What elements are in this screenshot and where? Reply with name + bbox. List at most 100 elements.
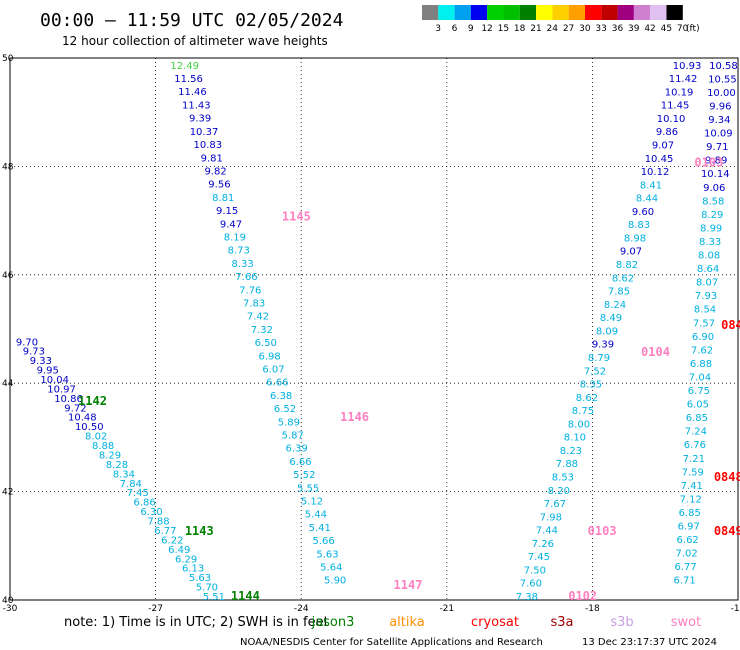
wave-height-point: 6.66 [289, 457, 311, 468]
color-swatch [536, 5, 553, 20]
wave-height-point: 6.76 [684, 440, 706, 451]
color-swatch [454, 5, 471, 20]
wave-height-point: 8.35 [580, 380, 602, 391]
color-swatch [633, 5, 651, 20]
wave-height-point: 7.88 [147, 517, 169, 528]
wave-height-point: 5.52 [293, 470, 315, 481]
color-swatch [617, 5, 634, 20]
x-tick-label: -27 [148, 604, 163, 614]
wave-height-point: 10.48 [68, 413, 97, 424]
wave-height-point: 5.63 [316, 549, 338, 560]
color-scale-label: 3 [435, 24, 441, 34]
color-scale-label: 6 [452, 24, 458, 34]
color-swatch [601, 5, 618, 20]
color-scale-label: 36 [612, 24, 624, 34]
wave-height-point: 6.77 [675, 562, 697, 573]
wave-height-point: 8.00 [568, 419, 590, 430]
color-scale-label: 45 [661, 24, 672, 34]
wave-height-point: 6.13 [182, 564, 204, 575]
wave-height-point: 10.00 [707, 88, 736, 99]
wave-height-point: 8.53 [552, 472, 574, 483]
pass-label: 1142 [78, 394, 107, 408]
wave-height-point: 9.70 [16, 337, 38, 348]
y-tick-label: 48 [2, 162, 14, 172]
wave-height-point: 8.08 [698, 251, 720, 262]
wave-height-point: 7.41 [681, 481, 703, 492]
footer-timestamp: 13 Dec 23:17:37 UTC 2024 [582, 637, 717, 648]
wave-height-point: 8.28 [106, 460, 128, 471]
wave-height-point: 11.43 [182, 100, 211, 111]
wave-height-point: 9.47 [220, 219, 242, 230]
wave-height-point: 6.52 [274, 404, 296, 415]
wave-height-point: 5.12 [301, 497, 323, 508]
wave-height-point: 8.49 [600, 313, 622, 324]
wave-height-point: 9.39 [592, 340, 614, 351]
pass-label: 0848 [714, 470, 740, 484]
satellite-legend: jason3 altika cryosat s3a s3b swot [311, 615, 702, 630]
y-tick-label: 40 [2, 596, 14, 606]
x-tick-label: -18 [585, 604, 600, 614]
wave-height-point: 6.90 [692, 332, 714, 343]
satellite-legend-item: jason3 [311, 615, 355, 630]
color-swatch [422, 5, 439, 20]
wave-height-point: 11.56 [174, 74, 203, 85]
x-tick-label: -21 [439, 604, 454, 614]
wave-height-point: 7.04 [689, 372, 711, 383]
wave-height-point: 11.46 [178, 87, 207, 98]
wave-height-point: 5.64 [320, 563, 342, 574]
wave-height-point: 6.85 [679, 508, 701, 519]
wave-height-point: 8.88 [92, 441, 114, 452]
wave-height-point: 5.41 [309, 523, 331, 534]
color-swatch [487, 5, 504, 20]
color-swatch [585, 5, 602, 20]
wave-height-point: 5.51 [203, 592, 225, 603]
satellite-legend-item: altika [389, 615, 425, 630]
color-scale-unit: (ft) [686, 24, 700, 34]
wave-height-point: 8.34 [113, 469, 135, 480]
grid-lines [10, 58, 738, 600]
wave-height-point: 5.44 [305, 510, 327, 521]
satellite-legend-item: s3b [610, 615, 633, 630]
wave-height-point: 8.24 [604, 300, 626, 311]
pass-label: 0848 [721, 318, 740, 332]
color-swatch [568, 5, 585, 20]
wave-height-point: 9.34 [708, 115, 730, 126]
chart-title: 00:00 — 11:59 UTC 02/05/2024 [40, 10, 343, 31]
wave-height-point: 8.79 [588, 353, 610, 364]
wave-height-point: 5.63 [189, 573, 211, 584]
pass-label: 1145 [282, 210, 311, 224]
plot-area: -30-27-24-21-18-15404244464850 9.709.739… [2, 54, 740, 614]
wave-height-point: 7.21 [683, 454, 705, 465]
wave-height-point: 10.12 [641, 167, 670, 178]
color-scale-label: 9 [468, 24, 474, 34]
wave-height-point: 8.83 [628, 220, 650, 231]
color-swatch [552, 5, 569, 20]
wave-height-point: 8.64 [697, 264, 719, 275]
wave-height-point: 9.82 [204, 166, 226, 177]
wave-height-point: 10.09 [704, 129, 733, 140]
wave-height-point: 7.98 [540, 512, 562, 523]
wave-height-point: 5.90 [324, 576, 346, 587]
wave-height-point: 9.07 [652, 141, 674, 152]
wave-height-point: 5.55 [297, 483, 319, 494]
wave-height-point: 6.62 [677, 535, 699, 546]
wave-height-point: 6.29 [175, 554, 197, 565]
pass-label: 1144 [231, 589, 260, 603]
wave-height-point: 6.39 [285, 444, 307, 455]
satellite-legend-item: cryosat [471, 615, 519, 630]
wave-height-point: 7.24 [685, 427, 707, 438]
x-tick-label: -24 [294, 604, 309, 614]
pass-labels: 1142 1143 1144 1145 1146 1147 0102 0103 0104 0103… [78, 155, 740, 603]
wave-height-point: 7.26 [532, 539, 554, 550]
color-swatch [503, 5, 520, 20]
wave-height-point: 9.72 [64, 403, 86, 414]
wave-height-point: 7.44 [536, 526, 558, 537]
wave-height-point: 6.66 [266, 378, 288, 389]
wave-height-point: 8.09 [596, 326, 618, 337]
wave-height-point: 8.33 [699, 237, 721, 248]
color-swatch [470, 5, 488, 20]
wave-height-point: 7.38 [516, 592, 538, 603]
wave-height-point: 7.42 [247, 312, 269, 323]
wave-height-point: 12.49 [170, 61, 199, 72]
wave-height-point: 10.50 [75, 422, 104, 433]
